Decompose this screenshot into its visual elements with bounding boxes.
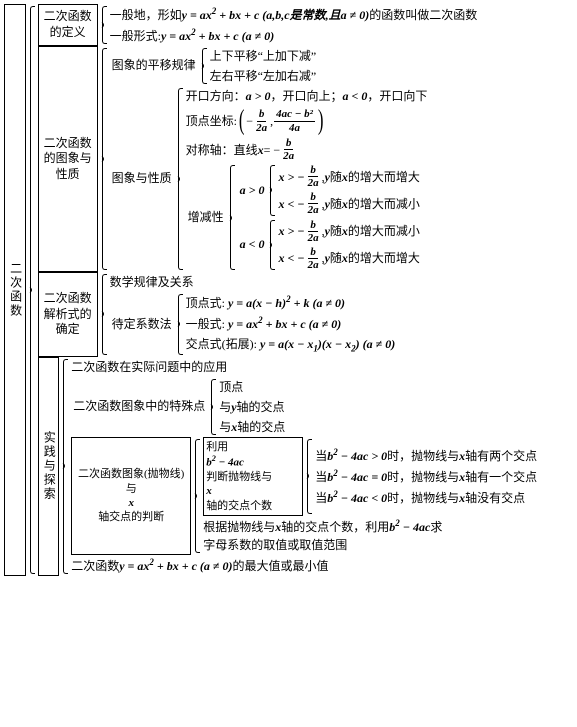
vertex-form: 顶点式: y = a(x − h)2 + k (a ≠ 0) xyxy=(186,292,396,313)
analytic-body: 数学规律及关系 待定系数法 顶点式: y = a(x − h)2 + k (a … xyxy=(110,272,396,357)
mono-brace xyxy=(228,165,236,270)
shift-leftright: 左右平移“左加右减” xyxy=(210,66,317,86)
def-line2: 一般形式:y = ax2 + bx + c (a ≠ 0) xyxy=(110,25,478,46)
props-label: 图象与性质 xyxy=(110,86,174,272)
mono-row: 增减性 a > 0 x > −b2a,y随x的增大而增大 x < −b2a,y随… xyxy=(186,163,428,272)
section-graph: 二次函数的图象与性质 图象的平移规律 上下平移“上加下减” 左右平移“左加右减”… xyxy=(38,46,538,272)
def-brace xyxy=(100,6,108,44)
section-practice: 实践与探索 二次函数在实际问题中的应用 二次函数图象中的特殊点 顶点 与y轴的交… xyxy=(38,357,538,576)
props-body: 开口方向：a > 0，开口向上；a < 0，开口向下 顶点坐标: (−b2a, … xyxy=(186,86,428,272)
mono-label: 增减性 xyxy=(186,163,226,272)
shift-label: 图象的平移规律 xyxy=(110,46,198,86)
open-dir: 开口方向：a > 0，开口向上；a < 0，开口向下 xyxy=(186,86,428,106)
graph-body: 图象的平移规律 上下平移“上加下减” 左右平移“左加右减” 图象与性质 开口方向… xyxy=(110,46,428,272)
vertex: 顶点坐标: (−b2a, 4ac − b²4a ) xyxy=(186,106,428,136)
aneg-label: a < 0 xyxy=(238,218,267,272)
analytic-label: 二次函数解析式的确定 xyxy=(38,272,98,357)
sp-yaxis: 与y轴的交点 xyxy=(219,397,285,417)
disc-row: 利用b2 − 4ac判断抛物线与x轴的交点个数 当b2 − 4ac > 0时，抛… xyxy=(203,437,537,516)
props-brace xyxy=(176,88,184,270)
disc-label: 利用b2 − 4ac判断抛物线与x轴的交点个数 xyxy=(203,437,303,516)
practice-label: 实践与探索 xyxy=(38,357,60,576)
sp-vertex: 顶点 xyxy=(219,377,285,397)
practice-app: 二次函数在实际问题中的应用 xyxy=(71,357,537,377)
extrema: 二次函数y = ax2 + bx + c (a ≠ 0)的最大值或最小值 xyxy=(71,555,537,576)
mono-body: a > 0 x > −b2a,y随x的增大而增大 x < −b2a,y随x的增大… xyxy=(238,163,420,272)
disc-eq0: 当b2 − 4ac = 0时，抛物线与x轴有一个交点 xyxy=(315,466,537,487)
def-line1: 一般地，形如y = ax2 + bx + c (a,b,c是常数,且a ≠ 0)… xyxy=(110,4,478,25)
shift-body: 上下平移“上加下减” 左右平移“左加右减” xyxy=(210,46,317,86)
def-body: 一般地，形如y = ax2 + bx + c (a,b,c是常数,且a ≠ 0)… xyxy=(110,4,478,46)
general-form: 一般式: y = ax2 + bx + c (a ≠ 0) xyxy=(186,313,396,334)
special-pts-label: 二次函数图象中的特殊点 xyxy=(71,377,207,437)
graph-label: 二次函数的图象与性质 xyxy=(38,46,98,272)
section-analytic: 二次函数解析式的确定 数学规律及关系 待定系数法 顶点式: y = a(x − … xyxy=(38,272,538,357)
apos-label: a > 0 xyxy=(238,163,267,217)
shift-row: 图象的平移规律 上下平移“上加下减” 左右平移“左加右减” xyxy=(110,46,428,86)
section-def: 二次函数的定义 一般地，形如y = ax2 + bx + c (a,b,c是常数… xyxy=(38,4,538,46)
def-label: 二次函数的定义 xyxy=(38,4,98,46)
root-tree: 二次函数 二次函数的定义 一般地，形如y = ax2 + bx + c (a,b… xyxy=(4,4,573,576)
intersect-form: 交点式(拓展): y = a(x − x1)(x − x2) (a ≠ 0) xyxy=(186,334,396,357)
apos-inc: x > −b2a,y随x的增大而增大 xyxy=(278,163,419,190)
root-brace xyxy=(28,6,36,574)
props-row: 图象与性质 开口方向：a > 0，开口向上；a < 0，开口向下 顶点坐标: (… xyxy=(110,86,428,272)
practice-body: 二次函数在实际问题中的应用 二次函数图象中的特殊点 顶点 与y轴的交点 与x轴的… xyxy=(71,357,537,576)
method-label: 待定系数法 xyxy=(110,292,174,357)
analytic-brace xyxy=(100,274,108,355)
mono-apos: a > 0 x > −b2a,y随x的增大而增大 x < −b2a,y随x的增大… xyxy=(238,163,420,217)
aneg-inc: x < −b2a,y随x的增大而增大 xyxy=(278,245,419,272)
graph-brace xyxy=(100,48,108,270)
shift-updown: 上下平移“上加下减” xyxy=(210,46,317,66)
x-intersect-row: 二次函数图象(抛物线)与x轴交点的判断 利用b2 − 4ac判断抛物线与x轴的交… xyxy=(71,437,537,555)
special-pts-row: 二次函数图象中的特殊点 顶点 与y轴的交点 与x轴的交点 xyxy=(71,377,537,437)
mono-aneg: a < 0 x > −b2a,y随x的增大而减小 x < −b2a,y随x的增大… xyxy=(238,218,420,272)
analytic-rule: 数学规律及关系 xyxy=(110,272,396,292)
disc-lt0: 当b2 − 4ac < 0时，抛物线与x轴没有交点 xyxy=(315,487,537,508)
disc-inverse: 根据抛物线与x轴的交点个数，利用b2 − 4ac求字母系数的取值或取值范围 xyxy=(203,516,537,555)
root-children: 二次函数的定义 一般地，形如y = ax2 + bx + c (a,b,c是常数… xyxy=(38,4,538,576)
method-row: 待定系数法 顶点式: y = a(x − h)2 + k (a ≠ 0) 一般式… xyxy=(110,292,396,357)
root-label: 二次函数 xyxy=(4,4,26,576)
aneg-dec: x > −b2a,y随x的增大而减小 xyxy=(278,218,419,245)
x-intersect-label: 二次函数图象(抛物线)与x轴交点的判断 xyxy=(71,437,191,555)
sp-xaxis: 与x轴的交点 xyxy=(219,417,285,437)
shift-brace xyxy=(200,48,208,84)
axis: 对称轴：直线x = −b2a xyxy=(186,136,428,163)
apos-dec: x < −b2a,y随x的增大而减小 xyxy=(278,190,419,217)
disc-gt0: 当b2 − 4ac > 0时，抛物线与x轴有两个交点 xyxy=(315,445,537,466)
practice-brace xyxy=(61,359,69,574)
